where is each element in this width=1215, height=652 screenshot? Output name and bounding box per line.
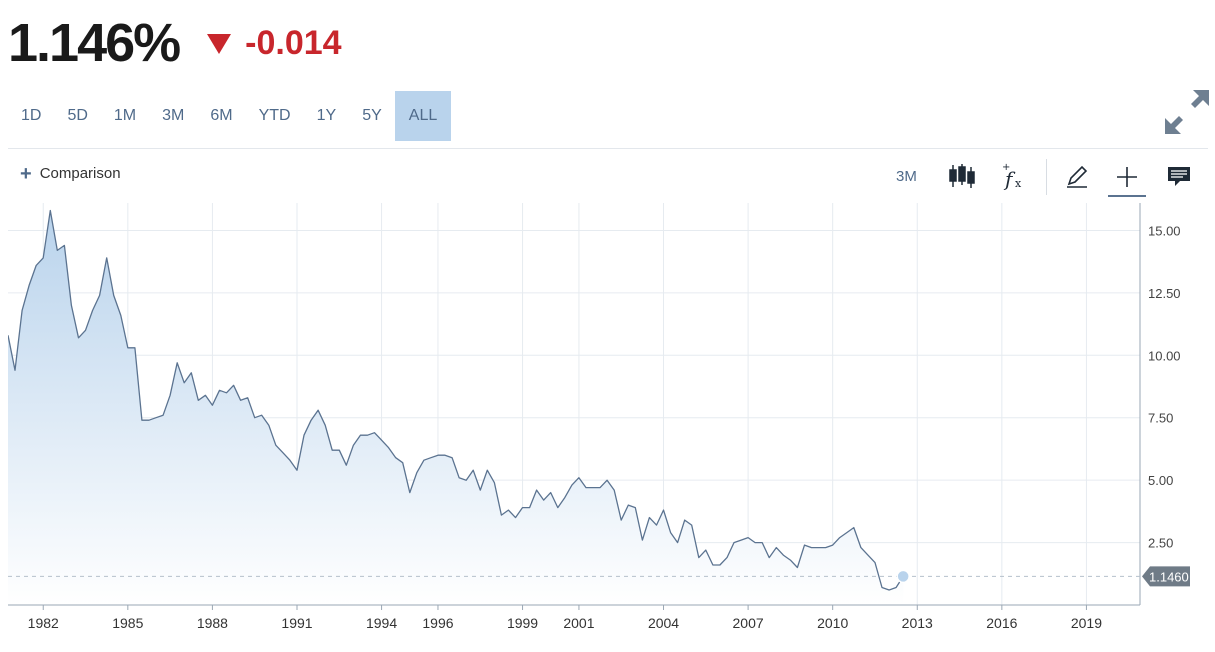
range-tab-1d[interactable]: 1D [21, 107, 42, 124]
range-tab-3m[interactable]: 3M [162, 107, 185, 124]
quote-change-value: -0.014 [245, 23, 342, 62]
y-tick-label: 12.50 [1148, 286, 1181, 301]
range-tab-1m[interactable]: 1M [113, 107, 137, 124]
series-line[interactable] [8, 209, 904, 591]
series-area [8, 210, 904, 605]
y-tick-label: 7.50 [1148, 411, 1173, 426]
pencil-icon [1067, 165, 1088, 188]
last-value-marker[interactable] [896, 569, 910, 584]
crosshair-icon [1117, 167, 1137, 187]
expand-arrows-icon [1165, 90, 1209, 134]
crosshair-button[interactable] [1108, 159, 1146, 197]
x-tick-label: 2001 [563, 615, 594, 631]
svg-text:x: x [1015, 177, 1022, 190]
x-tick-label: 1988 [197, 615, 228, 631]
candlestick-icon [949, 164, 975, 188]
x-tick-label: 1991 [281, 615, 312, 631]
yield-area-chart[interactable]: 2.50 5.00 7.50 10.00 12.50 15.00 1982 1985 1988 1… [8, 203, 1208, 645]
comment-icon [1168, 167, 1190, 186]
plus-icon: + [20, 162, 32, 185]
interval-selector[interactable]: 3M [896, 168, 917, 185]
studies-button[interactable]: + f x [998, 159, 1028, 193]
svg-text:+: + [1002, 162, 1010, 173]
range-tab-all[interactable]: ALL [394, 91, 452, 141]
range-tab-1y[interactable]: 1Y [316, 107, 337, 124]
quote-header: 1.146% -0.014 [8, 10, 342, 76]
range-tab-ytd[interactable]: YTD [258, 107, 291, 124]
x-tick-label: 2016 [986, 615, 1017, 631]
comparison-button[interactable]: + Comparison [20, 162, 121, 185]
toolbar-divider [1046, 159, 1047, 195]
chart-toolbar: + Comparison 3M + f x [8, 148, 1208, 203]
x-tick-label: 1982 [28, 615, 59, 631]
y-tick-label: 15.00 [1148, 223, 1181, 238]
range-tabs: 1D 5D 1M 3M 6M YTD 1Y 5Y ALL [8, 91, 452, 141]
range-tab-5y[interactable]: 5Y [362, 107, 382, 124]
function-icon: + f x [1002, 162, 1022, 191]
last-value-label: 1.1460 [1149, 569, 1189, 584]
x-tick-label: 2013 [902, 615, 933, 631]
x-tick-label: 2004 [648, 615, 679, 631]
annotation-button[interactable] [1164, 159, 1194, 193]
last-value-badge [1142, 566, 1190, 587]
x-tick-label: 1985 [112, 615, 143, 631]
chart-area[interactable]: 2.50 5.00 7.50 10.00 12.50 15.00 1982 1985 1988 1… [8, 203, 1208, 645]
comparison-label: Comparison [39, 165, 121, 182]
x-tick-label: 2007 [733, 615, 764, 631]
x-tick-label: 1996 [422, 615, 453, 631]
quote-price: 1.146% [8, 13, 181, 73]
y-tick-label: 10.00 [1148, 348, 1181, 363]
x-tick-label: 2019 [1071, 615, 1102, 631]
draw-button[interactable] [1062, 159, 1092, 193]
x-tick-label: 1999 [507, 615, 538, 631]
range-tab-5d[interactable]: 5D [67, 107, 88, 124]
expand-button[interactable] [1165, 90, 1209, 134]
down-arrow-icon [207, 34, 232, 54]
chart-type-button[interactable] [946, 159, 978, 193]
x-tick-label: 2010 [817, 615, 848, 631]
y-tick-label: 2.50 [1148, 536, 1173, 551]
y-tick-label: 5.00 [1148, 473, 1173, 488]
x-tick-label: 1994 [366, 615, 397, 631]
quote-change: -0.014 [207, 23, 342, 63]
range-tab-6m[interactable]: 6M [210, 107, 233, 124]
